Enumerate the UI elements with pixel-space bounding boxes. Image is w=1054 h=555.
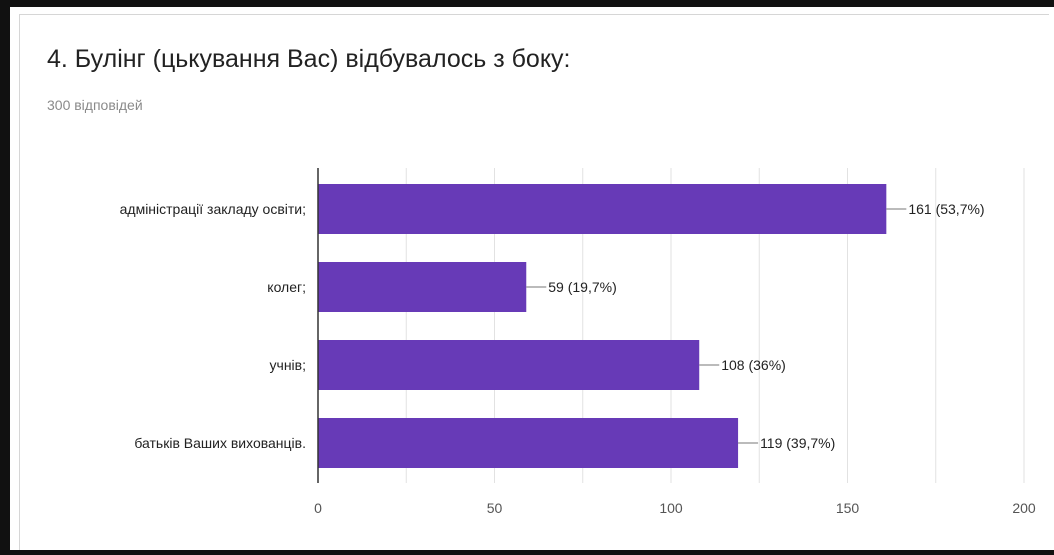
category-label: батьків Ваших вихованців. xyxy=(134,435,306,451)
data-label: 108 (36%) xyxy=(721,357,786,373)
response-count: 300 відповідей xyxy=(47,97,143,113)
question-title: 4. Булінг (цькування Вас) відбувалось з … xyxy=(47,45,571,73)
bars xyxy=(318,184,887,468)
x-tick-label: 200 xyxy=(1012,500,1036,516)
category-label: учнів; xyxy=(270,357,306,373)
x-tick-label: 150 xyxy=(836,500,860,516)
data-label: 59 (19,7%) xyxy=(548,279,616,295)
x-tick-label: 50 xyxy=(487,500,503,516)
bar xyxy=(318,184,887,234)
bar xyxy=(318,418,739,468)
x-tick-label: 100 xyxy=(659,500,683,516)
category-label: колег; xyxy=(267,279,306,295)
data-label: 119 (39,7%) xyxy=(760,435,835,451)
category-label: адміністрації закладу освіти; xyxy=(120,201,306,217)
labels: 0 50 100 150 200 161 (53,7%) адміністрації зак… xyxy=(120,201,1036,516)
x-tick-label: 0 xyxy=(314,500,322,516)
bar xyxy=(318,262,527,312)
bar xyxy=(318,340,700,390)
data-label: 161 (53,7%) xyxy=(908,201,984,217)
